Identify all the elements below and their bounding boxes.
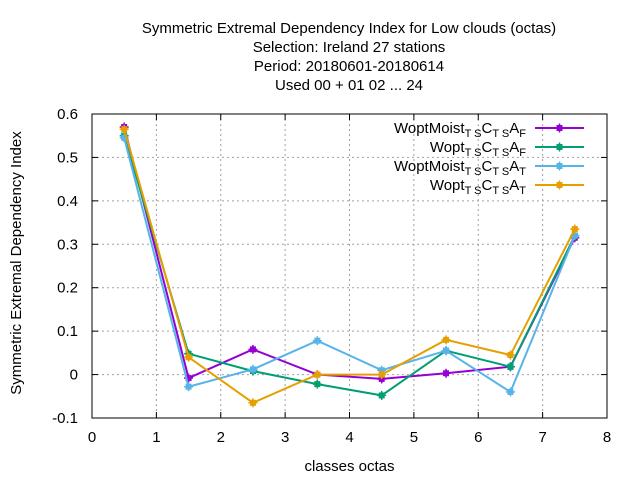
data-point xyxy=(570,224,580,234)
title-line-1: Symmetric Extremal Dependency Index for … xyxy=(142,20,556,37)
axis-ticks: 0 1 2 3 4 5 6 7 8 -0.1 0 0.1 0.2 0.3 0.4 0.5 0.6 xyxy=(52,106,611,446)
data-point xyxy=(119,124,129,134)
x-tick-label: 1 xyxy=(152,429,160,446)
title-line-2: Selection: Ireland 27 stations xyxy=(253,39,446,56)
y-tick-label: 0.5 xyxy=(57,149,78,166)
data-point xyxy=(441,346,451,356)
data-point xyxy=(184,352,194,362)
y-axis-label: Symmetric Extremal Dependency Index xyxy=(8,131,25,395)
series-line-4 xyxy=(123,128,576,404)
data-point xyxy=(248,364,258,374)
legend-label-1: WoptMoistT SCT SAF xyxy=(394,120,526,140)
series-lines xyxy=(119,122,580,408)
series-line-3 xyxy=(123,137,576,394)
data-point xyxy=(312,336,322,346)
y-tick-label: -0.1 xyxy=(52,410,78,427)
data-point xyxy=(377,390,387,400)
x-tick-label: 7 xyxy=(538,429,546,446)
y-tick-label: 0.1 xyxy=(57,323,78,340)
x-tick-label: 0 xyxy=(88,429,96,446)
x-tick-label: 5 xyxy=(410,429,418,446)
y-tick-label: 0.2 xyxy=(57,280,78,297)
grid xyxy=(92,114,607,418)
title-line-3: Period: 20180601-20180614 xyxy=(254,58,444,75)
x-tick-label: 2 xyxy=(217,429,225,446)
data-point xyxy=(312,370,322,380)
y-tick-label: 0 xyxy=(70,367,78,384)
legend-marker xyxy=(555,161,564,171)
legend-label-2: WoptT SCT SAF xyxy=(430,139,526,159)
data-point xyxy=(505,350,515,360)
data-point xyxy=(248,344,258,354)
title-line-4: Used 00 + 01 02 ... 24 xyxy=(275,77,423,94)
x-tick-label: 6 xyxy=(474,429,482,446)
legend-marker xyxy=(555,142,564,152)
data-point xyxy=(441,368,451,378)
data-point xyxy=(377,370,387,380)
data-point xyxy=(505,387,515,397)
x-tick-label: 4 xyxy=(345,429,353,446)
legend-marker xyxy=(555,123,564,133)
x-tick-label: 8 xyxy=(603,429,611,446)
series-line-1 xyxy=(123,126,576,380)
x-tick-label: 3 xyxy=(281,429,289,446)
chart-title: Symmetric Extremal Dependency Index for … xyxy=(142,20,556,94)
data-point xyxy=(248,398,258,408)
series-line-2 xyxy=(123,135,576,397)
y-tick-label: 0.6 xyxy=(57,106,78,123)
data-point xyxy=(184,382,194,392)
y-tick-label: 0.4 xyxy=(57,193,78,210)
data-point xyxy=(312,379,322,389)
data-point xyxy=(505,362,515,372)
x-axis-label: classes octas xyxy=(304,458,394,475)
y-tick-label: 0.3 xyxy=(57,236,78,253)
legend-label-3: WoptMoistT SCT SAT xyxy=(394,158,526,178)
legend-marker xyxy=(555,180,564,190)
data-point xyxy=(441,335,451,345)
legend-label-4: WoptT SCT SAT xyxy=(430,177,526,197)
